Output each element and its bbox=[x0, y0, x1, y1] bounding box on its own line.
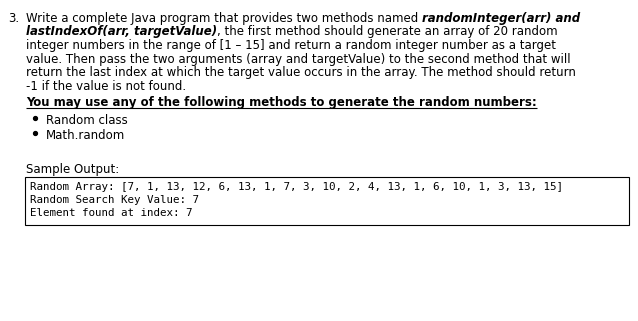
Text: Random class: Random class bbox=[46, 114, 128, 126]
Text: Write a complete Java program that provides two methods named: Write a complete Java program that provi… bbox=[26, 12, 422, 25]
Text: integer numbers in the range of [1 – 15] and return a random integer number as a: integer numbers in the range of [1 – 15]… bbox=[26, 39, 556, 52]
Text: randomInteger(arr) and: randomInteger(arr) and bbox=[422, 12, 580, 25]
Text: Math.random: Math.random bbox=[46, 129, 125, 142]
Text: , the first method should generate an array of 20 random: , the first method should generate an ar… bbox=[217, 25, 558, 39]
Text: Random Search Key Value: 7: Random Search Key Value: 7 bbox=[30, 195, 199, 205]
Text: -1 if the value is not found.: -1 if the value is not found. bbox=[26, 80, 186, 92]
Text: Element found at index: 7: Element found at index: 7 bbox=[30, 208, 193, 218]
Text: You may use any of the following methods to generate the random numbers:: You may use any of the following methods… bbox=[26, 96, 537, 109]
Text: Sample Output:: Sample Output: bbox=[26, 162, 119, 176]
Text: return the last index at which the target value occurs in the array. The method : return the last index at which the targe… bbox=[26, 66, 576, 79]
Bar bbox=[25, 177, 629, 225]
Text: Random Array: [7, 1, 13, 12, 6, 13, 1, 7, 3, 10, 2, 4, 13, 1, 6, 10, 1, 3, 13, 1: Random Array: [7, 1, 13, 12, 6, 13, 1, 7… bbox=[30, 182, 563, 192]
Text: 3.: 3. bbox=[8, 12, 19, 25]
Text: value. Then pass the two arguments (array and targetValue) to the second method : value. Then pass the two arguments (arra… bbox=[26, 53, 570, 65]
Text: lastIndexOf(arr, targetValue): lastIndexOf(arr, targetValue) bbox=[26, 25, 217, 39]
